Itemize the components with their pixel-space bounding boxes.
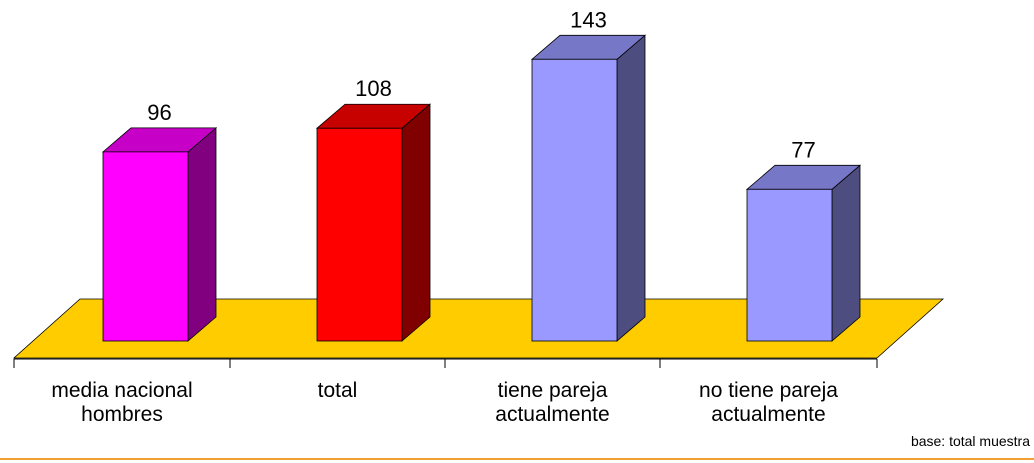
bar (315, 103, 432, 342)
bar-front (102, 151, 189, 342)
x-tick-label: media nacional hombres (51, 379, 192, 426)
bar (530, 34, 647, 342)
floor (12, 298, 945, 359)
bar-front (531, 58, 618, 342)
bar (745, 164, 862, 342)
bar-side (831, 164, 861, 342)
bar-side (187, 127, 217, 342)
value-label: 77 (791, 137, 815, 162)
bar (101, 127, 218, 342)
x-tick-label: total (318, 379, 358, 402)
value-label: 96 (147, 100, 171, 125)
x-tick-label: no tiene pareja actualmente (699, 379, 838, 426)
value-label: 108 (355, 76, 392, 101)
x-tick-label: tiene pareja actualmente (495, 379, 609, 426)
footnote: base: total muestra (911, 433, 1030, 449)
bar-front (746, 188, 833, 342)
bar-side (616, 34, 646, 342)
bar-front (316, 127, 403, 342)
value-label: 143 (570, 7, 607, 32)
bar-side (401, 103, 431, 342)
